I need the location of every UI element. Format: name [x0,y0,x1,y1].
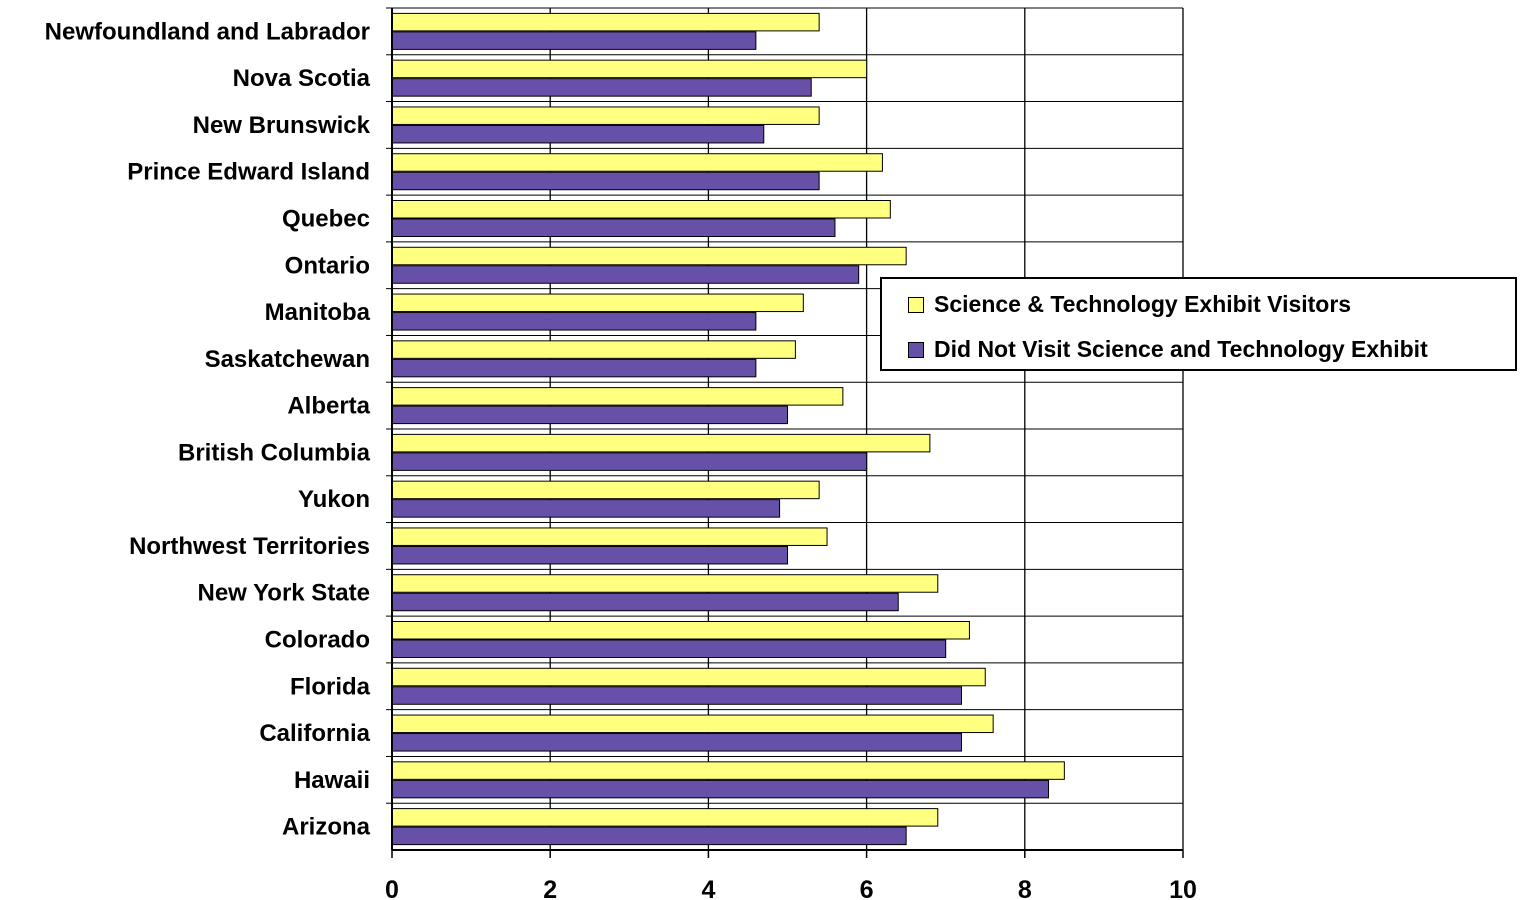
x-tick-label-1: 2 [543,876,557,900]
bar-visitors-13 [391,621,970,640]
category-label-11: Northwest Territories [129,533,370,560]
category-label-8: Alberta [287,393,370,420]
bar-visitors-16 [391,761,1065,780]
bar-visitors-5 [391,246,907,266]
bar-non-visitors-0 [391,31,757,50]
category-label-10: Yukon [298,486,370,513]
bar-visitors-15 [391,714,994,734]
category-label-16: Hawaii [294,767,370,794]
bar-non-visitors-2 [391,124,765,144]
bar-visitors-6 [391,293,804,313]
bar-non-visitors-5 [391,265,860,284]
legend-swatch-non-visitors [908,341,924,358]
legend-item-visitors: Science & Technology Exhibit Visitors [908,291,1351,318]
bar-visitors-12 [391,574,939,593]
legend-label-visitors: Science & Technology Exhibit Visitors [934,291,1352,317]
bar-visitors-0 [391,12,820,32]
bar-visitors-1 [391,59,868,79]
category-label-5: Ontario [285,252,370,279]
bar-non-visitors-17 [391,826,907,846]
bar-non-visitors-15 [391,733,963,752]
x-tick-label-2: 4 [701,876,715,900]
bar-visitors-9 [391,433,931,453]
bar-non-visitors-8 [391,405,788,425]
legend-label-non-visitors: Did Not Visit Science and Technology Exh… [934,336,1428,362]
bar-non-visitors-9 [391,452,868,471]
category-label-0: Newfoundland and Labrador [45,18,370,45]
category-label-9: British Columbia [178,439,371,466]
bar-visitors-17 [391,808,939,827]
bar-non-visitors-10 [391,499,781,518]
x-tick-label-0: 0 [385,876,399,900]
category-label-7: Saskatchewan [205,346,370,373]
x-tick-label-5: 10 [1169,876,1197,900]
axes [386,7,1184,858]
bar-non-visitors-6 [391,312,757,331]
category-label-14: Florida [290,673,371,700]
category-label-12: New York State [197,580,370,607]
bar-visitors-2 [391,106,820,125]
x-tick-label-3: 6 [860,876,874,900]
bar-non-visitors-4 [391,218,836,237]
bar-non-visitors-1 [391,78,812,97]
gridlines [392,8,1184,850]
bar-visitors-8 [391,387,844,406]
bar-non-visitors-7 [391,358,757,378]
category-label-6: Manitoba [265,299,371,326]
legend-swatch-visitors [908,296,924,313]
bar-visitors-7 [391,340,796,359]
bar-non-visitors-16 [391,779,1050,799]
bar-visitors-10 [391,480,820,500]
legend-item-non-visitors: Did Not Visit Science and Technology Exh… [908,336,1428,363]
bar-visitors-4 [391,200,891,219]
category-label-2: New Brunswick [193,112,371,139]
tick-labels: 0 2 4 6 8 10 [385,876,1197,900]
legend: Science & Technology Exhibit Visitors Di… [880,277,1517,371]
category-label-3: Prince Edward Island [127,159,370,186]
bar-non-visitors-13 [391,639,947,658]
x-tick-label-4: 8 [1018,876,1032,900]
bar-non-visitors-12 [391,592,899,612]
bar-non-visitors-3 [391,171,820,191]
category-labels: Newfoundland and Labrador Nova Scotia New … [45,18,371,840]
category-label-13: Colorado [265,627,370,654]
bar-visitors-14 [391,667,986,687]
bar-visitors-3 [391,153,883,172]
category-label-17: Arizona [282,814,371,841]
category-label-4: Quebec [282,206,370,233]
bars [391,12,1065,846]
category-label-15: California [259,720,370,747]
bar-non-visitors-11 [391,545,788,565]
category-label-1: Nova Scotia [233,65,371,92]
bar-non-visitors-14 [391,686,963,705]
bar-visitors-11 [391,527,828,546]
